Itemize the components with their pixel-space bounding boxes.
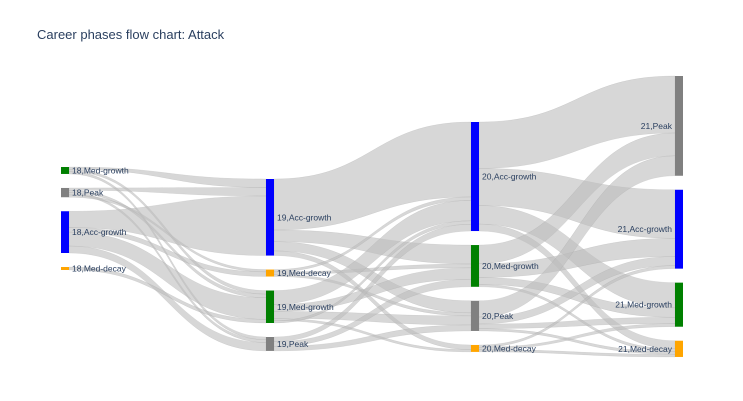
- sankey-node-label: 19,Med-growth: [277, 302, 334, 312]
- chart-title: Career phases flow chart: Attack: [37, 27, 225, 42]
- sankey-node-label: 21,Med-decay: [618, 344, 673, 354]
- sankey-node-label: 18,Peak: [72, 188, 104, 198]
- sankey-node-19-Med-decay: [266, 269, 274, 277]
- sankey-node-19-Peak: [266, 337, 274, 351]
- sankey-node-label: 18,Med-decay: [72, 264, 127, 274]
- sankey-node-label: 19,Peak: [277, 339, 309, 349]
- sankey-node-label: 18,Acc-growth: [72, 227, 127, 237]
- sankey-node-19-Acc-growth: [266, 179, 274, 256]
- sankey-node-label: 20,Peak: [482, 311, 514, 321]
- sankey-node-label: 19,Acc-growth: [277, 212, 332, 222]
- sankey-node-label: 20,Med-growth: [482, 261, 539, 271]
- sankey-node-label: 21,Med-growth: [615, 300, 672, 310]
- sankey-node-label: 20,Acc-growth: [482, 172, 537, 182]
- sankey-node-21-Acc-growth: [675, 189, 683, 269]
- sankey-node-18-Peak: [61, 187, 69, 198]
- sankey-node-label: 19,Med-decay: [277, 268, 332, 278]
- sankey-node-label: 20,Med-decay: [482, 343, 537, 353]
- sankey-node-18-Acc-growth: [61, 211, 69, 253]
- sankey-node-20-Acc-growth: [471, 122, 479, 232]
- links-layer: [68, 75, 676, 358]
- sankey-link-18-Acc-growth-to-19-Acc-growth: [68, 195, 267, 256]
- sankey-node-18-Med-growth: [61, 167, 69, 174]
- sankey-node-21-Med-decay: [675, 340, 683, 357]
- sankey-node-19-Med-growth: [266, 290, 274, 323]
- sankey-node-21-Peak: [675, 76, 683, 176]
- sankey-node-label: 21,Peak: [641, 121, 673, 131]
- sankey-node-20-Med-decay: [471, 344, 479, 352]
- sankey-node-label: 21,Acc-growth: [618, 224, 673, 234]
- sankey-link-20-Med-decay-to-21-Acc-growth: [478, 265, 676, 348]
- sankey-node-label: 18,Med-growth: [72, 165, 129, 175]
- sankey-node-21-Med-growth: [675, 282, 683, 327]
- sankey-node-20-Peak: [471, 300, 479, 331]
- sankey-node-18-Med-decay: [61, 267, 69, 270]
- nodes-layer: 18,Med-growth 18,Peak 18,Acc-growth 18,Med-…: [61, 76, 683, 357]
- sankey-node-20-Med-growth: [471, 245, 479, 287]
